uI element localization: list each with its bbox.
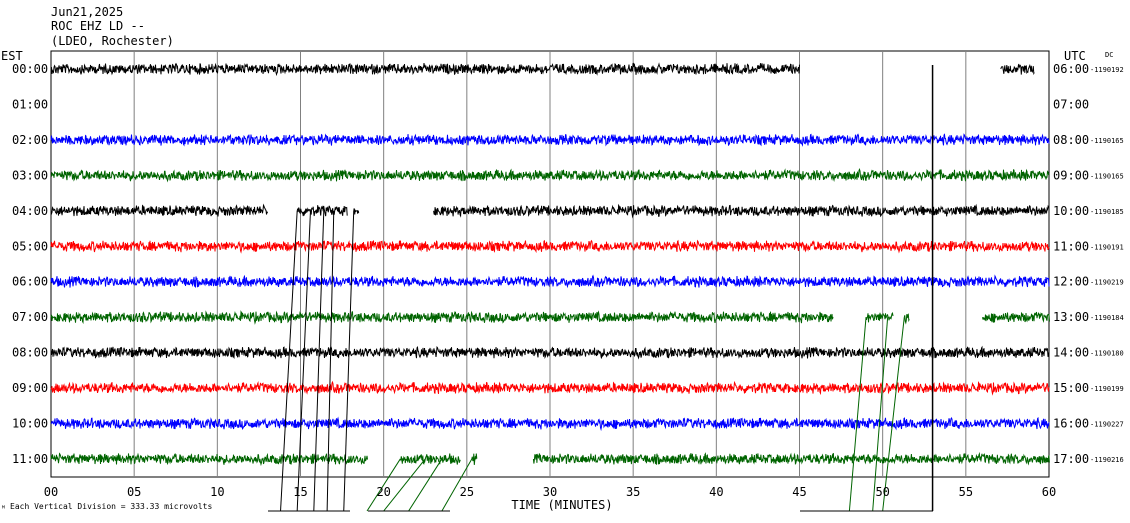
utc-label-0800: 08:00 (1053, 133, 1089, 147)
x-axis-title: TIME (MINUTES) (511, 498, 612, 512)
arrival-line-c0 (848, 317, 867, 512)
dc-label: DC (1105, 51, 1113, 59)
dc-value-0000: -1190192 (1090, 66, 1124, 74)
header-network: (LDEO, Rochester) (51, 34, 174, 48)
arrival-line-b1 (383, 458, 426, 512)
trace-0700-seg-1 (865, 311, 894, 323)
arrival-line-a1 (296, 210, 311, 512)
est-label-0100: 01:00 (12, 97, 48, 111)
trace-1100-seg-1 (399, 453, 461, 465)
dc-value-1100: -1190216 (1090, 456, 1124, 464)
utc-label-0700: 07:00 (1053, 97, 1089, 111)
dc-value-0400: -1190185 (1090, 208, 1124, 216)
x-tick-05: 05 (127, 485, 141, 499)
arrival-line-a3 (326, 210, 335, 512)
est-label-0200: 02:00 (12, 133, 48, 147)
x-tick-10: 10 (210, 485, 224, 499)
utc-label-1600: 16:00 (1053, 417, 1089, 431)
footnote-symbol: ᴹ (1, 504, 6, 513)
trace-1100-seg-3 (532, 451, 1050, 466)
trace-1000-seg-0 (50, 416, 1050, 432)
x-tick-25: 25 (460, 485, 474, 499)
est-label-0800: 08:00 (12, 346, 48, 360)
header-date: Jun21,2025 (51, 5, 123, 19)
est-label-0900: 09:00 (12, 381, 48, 395)
est-label-1100: 11:00 (12, 452, 48, 466)
x-tick-40: 40 (709, 485, 723, 499)
utc-label-1300: 13:00 (1053, 310, 1089, 324)
dc-value-0500: -1190191 (1090, 243, 1124, 251)
utc-label-1400: 14:00 (1053, 346, 1089, 360)
x-tick-50: 50 (875, 485, 889, 499)
x-tick-00: 00 (44, 485, 58, 499)
dc-value-0200: -1190165 (1090, 137, 1124, 145)
arrival-line-c1 (872, 317, 889, 512)
traces (50, 62, 1050, 467)
dc-value-1000: -1190227 (1090, 421, 1124, 429)
trace-0700-seg-0 (50, 310, 834, 325)
utc-label-0900: 09:00 (1053, 168, 1089, 182)
trace-0700-seg-3 (982, 311, 1050, 323)
dc-value-0800: -1190180 (1090, 350, 1124, 358)
arrival-line-b0 (366, 458, 401, 512)
trace-0700-seg-2 (903, 313, 910, 325)
header-station: ROC EHZ LD -- (51, 19, 145, 33)
trace-0000-seg-0 (50, 62, 800, 77)
trace-0000-seg-1 (1000, 63, 1035, 76)
dc-value-0700: -1190184 (1090, 314, 1124, 322)
left-axis-label: EST (1, 49, 23, 63)
arrival-line-b3 (441, 458, 473, 512)
utc-label-0600: 06:00 (1053, 62, 1089, 76)
arrival-lines (280, 65, 934, 512)
x-tick-30: 30 (543, 485, 557, 499)
x-tick-55: 55 (959, 485, 973, 499)
x-tick-60: 60 (1042, 485, 1056, 499)
utc-label-1500: 15:00 (1053, 381, 1089, 395)
trace-0300-seg-0 (50, 168, 1050, 183)
est-label-0300: 03:00 (12, 168, 48, 182)
x-tick-20: 20 (376, 485, 390, 499)
arrival-line-a4 (343, 210, 355, 512)
right-axis-label: UTC (1064, 49, 1086, 63)
utc-label-1200: 12:00 (1053, 275, 1089, 289)
trace-0800-seg-0 (50, 345, 1050, 360)
dc-value-0900: -1190199 (1090, 385, 1124, 393)
est-label-0600: 06:00 (12, 275, 48, 289)
est-label-0700: 07:00 (12, 310, 48, 324)
est-label-0400: 04:00 (12, 204, 48, 218)
est-label-1000: 10:00 (12, 417, 48, 431)
trace-1100-seg-0 (50, 452, 368, 467)
utc-label-1700: 17:00 (1053, 452, 1089, 466)
est-label-0500: 05:00 (12, 239, 48, 253)
x-tick-15: 15 (293, 485, 307, 499)
dc-value-0600: -1190219 (1090, 279, 1124, 287)
trace-1100-seg-2 (471, 453, 478, 465)
footnote: Each Vertical Division = 333.33 microvol… (10, 502, 212, 511)
trace-0400-seg-2 (353, 208, 360, 215)
arrival-line-b2 (408, 458, 443, 512)
trace-0600-seg-0 (50, 274, 1050, 289)
arrival-line-a2 (313, 210, 325, 512)
arrival-line-c2 (882, 317, 905, 512)
utc-label-1000: 10:00 (1053, 204, 1089, 218)
utc-label-1100: 11:00 (1053, 239, 1089, 253)
arrival-line-a0 (280, 210, 298, 512)
x-axis-ticks: 00 05 10 15 20 25 30 35 40 45 50 55 60 (44, 485, 1056, 499)
dc-value-0300: -1190165 (1090, 172, 1124, 180)
x-tick-45: 45 (792, 485, 806, 499)
trace-0400-seg-0 (50, 203, 268, 217)
trace-0200-seg-0 (50, 133, 1050, 147)
trace-0500-seg-0 (50, 239, 1050, 254)
trace-0400-seg-3 (433, 203, 1050, 219)
gridlines (133, 51, 967, 477)
est-label-0000: 00:00 (12, 62, 48, 76)
x-tick-35: 35 (626, 485, 640, 499)
trace-0400-seg-1 (296, 205, 348, 217)
